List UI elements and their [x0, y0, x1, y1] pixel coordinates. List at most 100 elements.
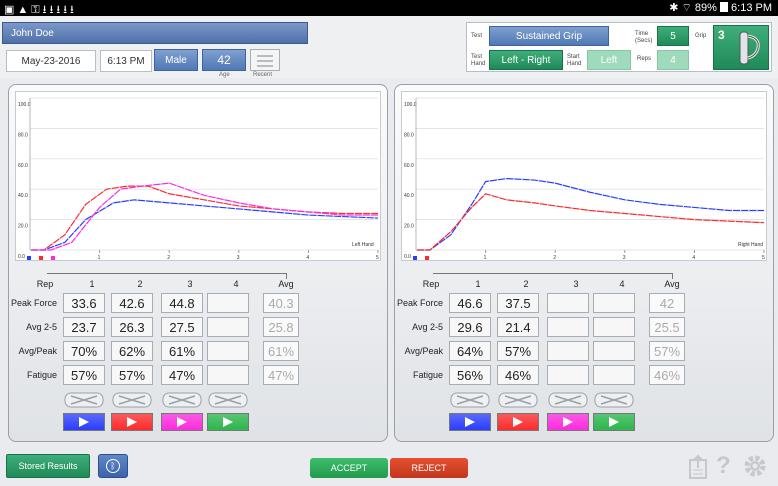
reps-label: Reps [637, 56, 652, 62]
column-header: Avg [278, 279, 294, 289]
table-cell: 56% [449, 365, 491, 385]
delete-rep-4-icon[interactable] [207, 391, 249, 409]
settings-gear-icon[interactable] [742, 453, 768, 479]
bluetooth-button[interactable]: ᛒ [98, 454, 128, 478]
x-tick-label: 1 [98, 255, 101, 261]
avg-cell: 25.5 [649, 317, 685, 337]
reps-select[interactable]: 4 [657, 50, 689, 70]
bottom-bar [0, 450, 778, 486]
play-icon [223, 417, 233, 427]
table-cell: 70% [63, 341, 105, 361]
delete-rep-1-icon[interactable] [449, 391, 491, 409]
stored-results-button[interactable]: Stored Results [6, 454, 90, 478]
row-label: Fatigue [412, 370, 443, 380]
play-icon [513, 417, 523, 427]
delete-rep-3-icon[interactable] [547, 391, 589, 409]
table-cell: 46.6 [449, 293, 491, 313]
test-hand-select[interactable]: Left - Right [489, 50, 563, 70]
avg-cell: 40.3 [263, 293, 299, 313]
age-field[interactable]: 42 [202, 49, 246, 71]
table-cell [593, 365, 635, 385]
table-cell: 29.6 [449, 317, 491, 337]
play-rep-2-button[interactable] [111, 413, 153, 431]
column-header: 2 [523, 279, 529, 289]
right-grip-chart: 100.0 80.0 60.0 40.0 20.0 0.0 1 2 3 4 5 Right Hand [404, 97, 765, 261]
play-rep-2-button[interactable] [497, 413, 539, 431]
legend-swatch-rep-2 [39, 256, 43, 260]
play-rep-1-button[interactable] [63, 413, 105, 431]
right-hand-panel: 100.0 80.0 60.0 40.0 20.0 0.0 1 2 3 4 5 Right Hand … [394, 84, 774, 442]
column-header: Avg [664, 279, 680, 289]
avg-cell: 61% [263, 341, 299, 361]
test-config-box: Test Sustained Grip Test Hand Left - Rig… [466, 22, 772, 72]
table-cell [207, 365, 249, 385]
gender-button[interactable]: Male [154, 49, 198, 71]
reject-button[interactable]: REJECT [390, 458, 468, 478]
grip-select[interactable]: 3 [713, 25, 769, 70]
time-field[interactable]: 6:13 PM [100, 50, 152, 72]
status-right: ✱ ⌔ 89% 6:13 PM [669, 1, 772, 15]
play-rep-1-button[interactable] [449, 413, 491, 431]
table-header-rule [433, 273, 673, 279]
column-header: 4 [619, 279, 625, 289]
play-icon [609, 417, 619, 427]
series-markers-rep-2 [416, 193, 765, 251]
x-tick-label: 1 [484, 255, 487, 261]
play-rep-3-button[interactable] [161, 413, 203, 431]
avg-cell: 46% [649, 365, 685, 385]
patient-name[interactable]: John Doe [2, 22, 308, 44]
time-select[interactable]: 5 [657, 26, 689, 46]
test-select[interactable]: Sustained Grip [489, 26, 609, 46]
x-tick-label: 3 [237, 255, 240, 261]
column-header: 3 [573, 279, 579, 289]
notification-icons: ▣▲⚿⭳⭳⭳⭳⭳ [4, 4, 77, 16]
y-tick-label: 100.0 [404, 102, 417, 108]
accept-button[interactable]: ACCEPT [310, 458, 388, 478]
series-line-rep-2 [416, 193, 765, 251]
play-rep-4-button[interactable] [207, 413, 249, 431]
play-icon [127, 417, 137, 427]
delete-rep-1-icon[interactable] [63, 391, 105, 409]
delete-rep-2-icon[interactable] [497, 391, 539, 409]
delete-rep-2-icon[interactable] [111, 391, 153, 409]
x-tick-label: 3 [623, 255, 626, 261]
column-header: Rep [36, 279, 54, 289]
y-tick-label: 20.0 [18, 224, 28, 230]
start-hand-label: Start Hand [567, 54, 582, 67]
table-cell: 46% [497, 365, 539, 385]
play-rep-4-button[interactable] [593, 413, 635, 431]
delete-rep-3-icon[interactable] [161, 391, 203, 409]
x-tick-label: 2 [167, 255, 170, 261]
column-header: Rep [422, 279, 440, 289]
table-cell: 62% [111, 341, 153, 361]
grip-label: Grip [695, 33, 707, 39]
table-cell: 57% [111, 365, 153, 385]
y-tick-label: 60.0 [18, 163, 28, 169]
play-rep-3-button[interactable] [547, 413, 589, 431]
table-cell [593, 341, 635, 361]
hand-label: Left Hand [352, 242, 374, 248]
age-label: Age [219, 72, 230, 78]
recent-label: Recent [253, 72, 273, 78]
table-cell: 37.5 [497, 293, 539, 313]
avg-cell: 57% [649, 341, 685, 361]
y-tick-label: 0.0 [404, 254, 411, 260]
table-cell: 57% [497, 341, 539, 361]
bluetooth-icon: ✱ [669, 2, 679, 14]
clock: 6:13 PM [731, 2, 772, 14]
play-icon [177, 417, 187, 427]
export-icon[interactable] [688, 454, 710, 480]
help-icon[interactable]: ? [716, 452, 731, 479]
table-cell [593, 293, 635, 313]
date-field[interactable]: May-23-2016 [6, 50, 96, 72]
delete-rep-4-icon[interactable] [593, 391, 635, 409]
battery-icon [719, 2, 728, 12]
bluetooth-icon: ᛒ [106, 459, 120, 473]
table-cell [547, 365, 589, 385]
row-label: Fatigue [26, 370, 57, 380]
table-cell: 26.3 [111, 317, 153, 337]
recent-icon[interactable] [250, 49, 280, 71]
column-header: 3 [187, 279, 193, 289]
table-cell [207, 317, 249, 337]
start-hand-select[interactable]: Left [587, 50, 631, 70]
